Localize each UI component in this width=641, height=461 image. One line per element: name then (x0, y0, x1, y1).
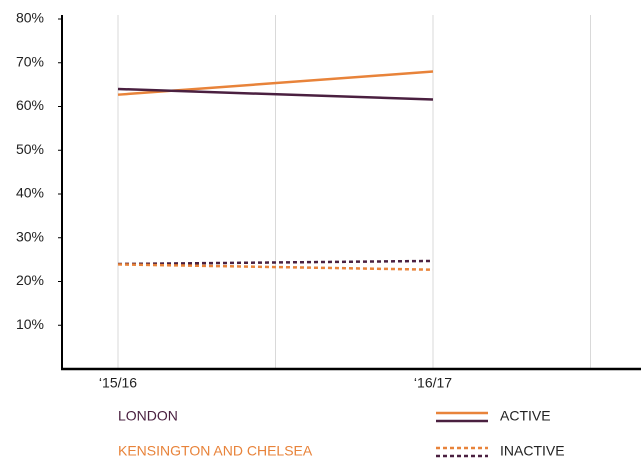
y-tick-label: 40% (16, 185, 44, 201)
x-tick-label: ‘15/16 (99, 375, 137, 391)
y-tick-label: 30% (16, 228, 44, 244)
y-tick-label: 60% (16, 97, 44, 113)
y-tick-label: 70% (16, 53, 44, 69)
legend-label: LONDON (118, 408, 178, 424)
legend-label: ACTIVE (500, 408, 551, 424)
line-series (117, 87, 434, 101)
y-tick-label: 50% (16, 141, 44, 157)
legend-label: KENSINGTON AND CHELSEA (118, 443, 313, 459)
line-series (117, 259, 434, 266)
y-tick-label: 80% (16, 10, 44, 26)
legend-label: INACTIVE (500, 443, 565, 459)
line-series (117, 263, 434, 271)
y-tick-label: 20% (16, 272, 44, 288)
x-tick-label: ‘16/17 (414, 375, 452, 391)
y-tick-label: 10% (16, 316, 44, 332)
